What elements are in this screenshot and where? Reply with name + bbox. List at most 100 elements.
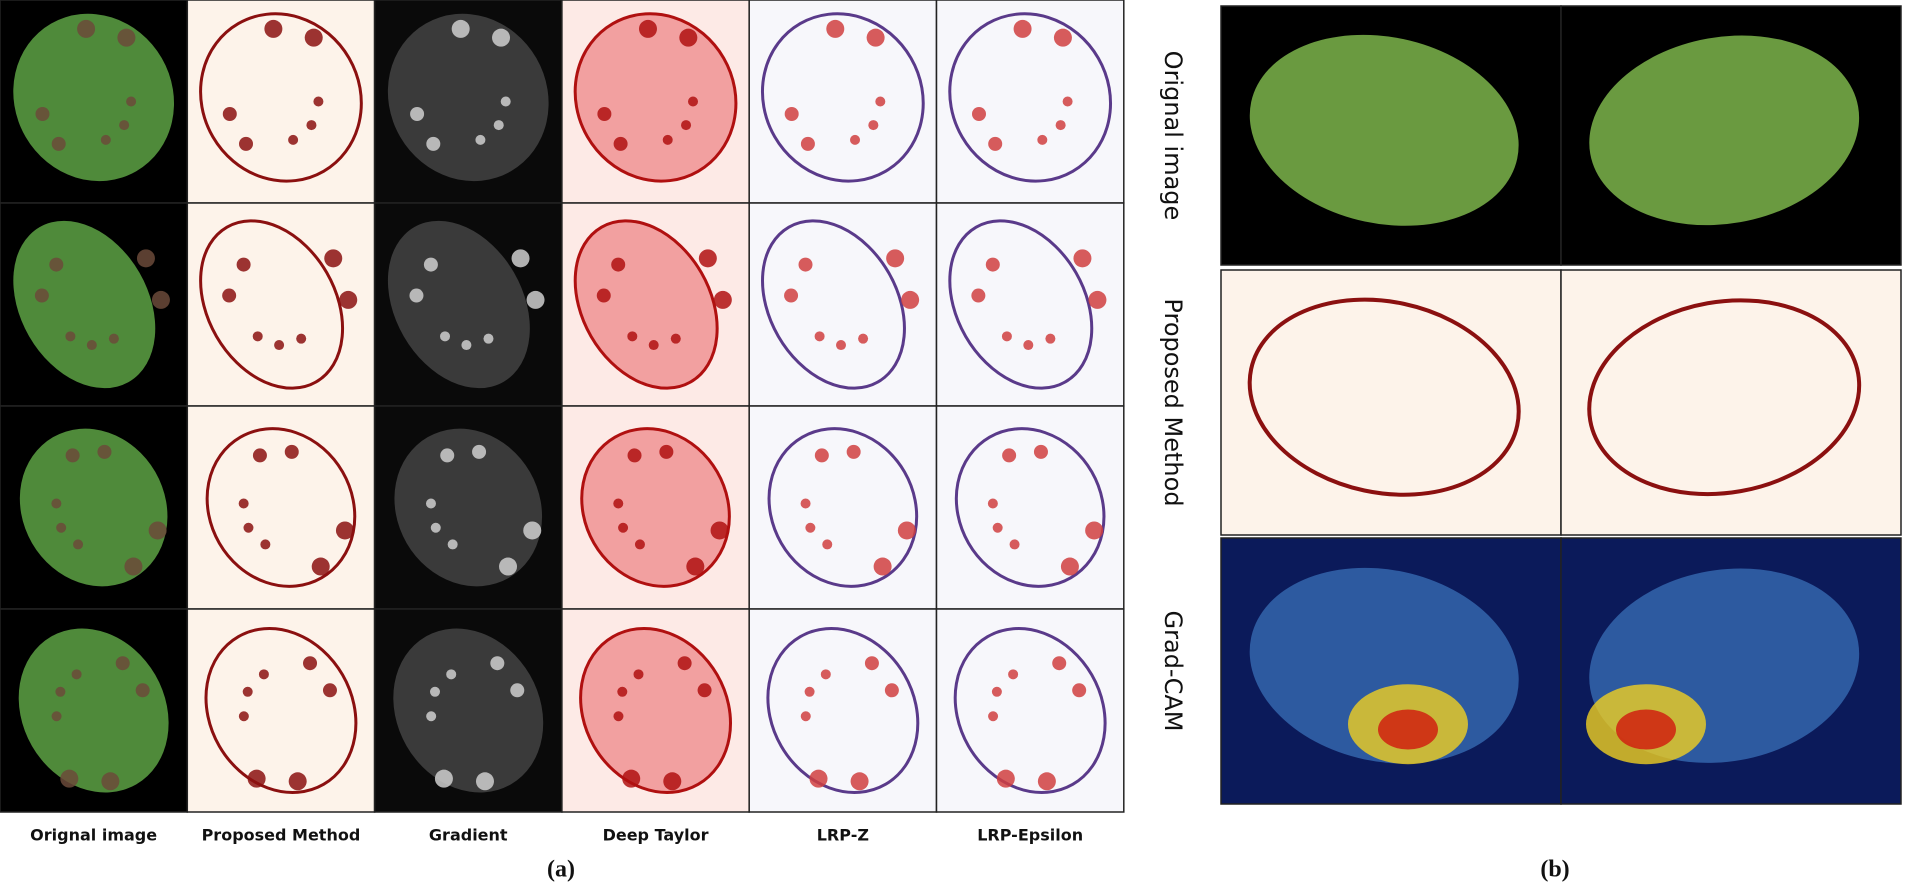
spot [798, 257, 813, 272]
spot [698, 249, 717, 268]
spot [804, 686, 815, 697]
column-label: Orignal image [30, 826, 157, 845]
spot [1002, 448, 1017, 463]
spot [866, 28, 885, 47]
spot [258, 669, 269, 680]
spot [884, 683, 899, 698]
spot [499, 557, 518, 576]
spot [784, 106, 799, 121]
spot [500, 96, 511, 107]
spot [252, 331, 263, 342]
spot [238, 498, 249, 509]
leaf-shape [766, 627, 920, 794]
spot [238, 711, 249, 722]
column-label: Gradient [429, 826, 508, 845]
spot [335, 521, 354, 540]
leaf-shape [1589, 35, 1860, 226]
spot [247, 769, 266, 788]
leaf-shape [1247, 297, 1521, 497]
spot [991, 686, 1002, 697]
spot [850, 772, 869, 791]
spot [322, 683, 337, 698]
spot [634, 539, 645, 550]
spot [618, 522, 629, 533]
spot [1037, 772, 1056, 791]
spot [1062, 96, 1073, 107]
spot [425, 498, 436, 509]
spot [873, 557, 892, 576]
spot [124, 557, 143, 576]
spot [236, 257, 251, 272]
spot [222, 288, 237, 303]
spot [108, 333, 119, 344]
spot [288, 772, 307, 791]
spot [1073, 249, 1092, 268]
row-label: Orignal image [1159, 51, 1187, 221]
labels: (a) (b) Orignal image Proposed Method Grad… [30, 51, 1569, 883]
spot [260, 539, 271, 550]
spot [274, 340, 285, 351]
spot [971, 106, 986, 121]
spot [784, 288, 799, 303]
spot [115, 656, 130, 671]
spot [472, 444, 487, 459]
panel-b-grid [1220, 5, 1902, 805]
panel-b-caption: (b) [1540, 857, 1569, 883]
spot [1088, 290, 1107, 309]
spot [901, 290, 920, 309]
spot [688, 96, 699, 107]
spot [814, 448, 829, 463]
spot [686, 557, 705, 576]
heat-core [1616, 709, 1676, 750]
spot [670, 333, 681, 344]
spot [1013, 19, 1032, 38]
spot [820, 669, 831, 680]
leaf-shape [18, 628, 169, 793]
spot [1037, 134, 1048, 145]
spot [1053, 28, 1072, 47]
spot [440, 331, 451, 342]
spot [1060, 557, 1079, 576]
spot [136, 249, 155, 268]
spot [239, 136, 254, 151]
leaf-shape [1249, 34, 1519, 226]
panel-a-grid [0, 0, 1125, 813]
leaf-shape [580, 427, 731, 588]
spot [1009, 539, 1020, 550]
spot [1055, 120, 1066, 131]
spot [1001, 331, 1012, 342]
spot [1072, 683, 1087, 698]
spot [809, 769, 828, 788]
spot [510, 683, 525, 698]
spot [846, 444, 861, 459]
spot [679, 28, 698, 47]
leaf-shape [394, 428, 543, 587]
spot [97, 444, 112, 459]
leaf-shape [199, 219, 345, 390]
spot [73, 539, 84, 550]
spot [971, 288, 986, 303]
leaf-shape [953, 627, 1107, 794]
leaf-shape [948, 219, 1094, 390]
spot [659, 444, 674, 459]
spot [483, 333, 494, 344]
spot [135, 683, 150, 698]
spot [800, 711, 811, 722]
leaf-shape [573, 219, 719, 390]
spot [523, 521, 542, 540]
leaf-shape [387, 220, 530, 389]
spot [475, 134, 486, 145]
spot [423, 257, 438, 272]
spot [985, 257, 1000, 272]
leaf-shape [954, 427, 1106, 588]
spot [306, 120, 317, 131]
spot [617, 686, 628, 697]
spot [875, 96, 886, 107]
spot [284, 444, 299, 459]
spot [151, 290, 170, 309]
leaf-shape [13, 220, 156, 389]
spot [434, 769, 453, 788]
spot [426, 136, 441, 151]
spot [897, 521, 916, 540]
spot [800, 498, 811, 509]
